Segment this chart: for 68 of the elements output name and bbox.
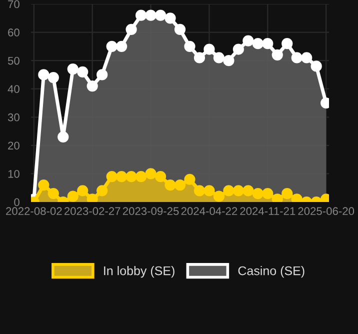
point xyxy=(174,24,186,36)
point xyxy=(223,55,234,66)
point xyxy=(223,185,234,196)
y-tick-label: 20 xyxy=(8,142,20,150)
point xyxy=(135,170,147,182)
x-tick-label: 2022-08-02 xyxy=(6,207,62,216)
point xyxy=(164,12,176,24)
point xyxy=(262,188,274,200)
y-tick-label: 50 xyxy=(8,56,20,65)
point xyxy=(282,188,293,200)
point xyxy=(291,52,302,64)
point xyxy=(204,44,215,55)
point xyxy=(154,170,166,182)
point xyxy=(232,185,244,196)
point xyxy=(38,179,50,191)
legend-label: Casino (SE) xyxy=(238,266,304,278)
point xyxy=(96,69,108,80)
y-tick-label: 30 xyxy=(8,113,20,122)
point xyxy=(252,38,264,50)
point xyxy=(135,10,147,21)
point xyxy=(272,49,283,60)
point xyxy=(67,63,78,75)
point xyxy=(174,179,186,191)
point xyxy=(86,80,98,92)
point xyxy=(126,170,137,182)
point xyxy=(96,185,108,196)
x-tick-label: 2024-11-21 xyxy=(240,207,296,216)
y-tick-label: 60 xyxy=(8,28,20,36)
point xyxy=(48,72,59,84)
point xyxy=(164,179,176,191)
point xyxy=(194,52,206,64)
point xyxy=(58,131,69,142)
point xyxy=(213,52,225,64)
point xyxy=(67,190,78,202)
y-tick-label: 10 xyxy=(8,170,20,178)
y-tick-label: 0 xyxy=(14,198,20,206)
point xyxy=(194,185,206,196)
point xyxy=(252,188,264,200)
point xyxy=(145,10,156,21)
point xyxy=(106,170,118,182)
point xyxy=(213,190,225,202)
point xyxy=(301,52,312,64)
point xyxy=(310,60,322,72)
point xyxy=(77,66,88,78)
point xyxy=(48,188,59,200)
point xyxy=(116,170,128,182)
point xyxy=(282,38,293,50)
point xyxy=(106,40,118,52)
x-tick-label: 2024-04-22 xyxy=(181,207,238,216)
point xyxy=(242,35,254,46)
point xyxy=(116,40,128,52)
y-tick-label: 70 xyxy=(8,0,20,8)
point xyxy=(184,40,196,52)
point xyxy=(232,44,244,55)
point xyxy=(38,69,50,80)
point xyxy=(77,185,88,196)
point xyxy=(154,10,166,21)
point xyxy=(145,168,156,180)
point xyxy=(184,174,196,185)
point xyxy=(126,24,137,36)
y-tick-label: 40 xyxy=(8,85,20,93)
point xyxy=(204,185,215,196)
point xyxy=(242,185,254,196)
point xyxy=(262,38,274,50)
x-tick-label: 2023-02-27 xyxy=(64,207,120,216)
x-tick-label: 2025-06-20 xyxy=(298,207,354,216)
x-tick-label: 2023-09-25 xyxy=(122,207,179,216)
legend-label: In lobby (SE) xyxy=(104,266,174,278)
